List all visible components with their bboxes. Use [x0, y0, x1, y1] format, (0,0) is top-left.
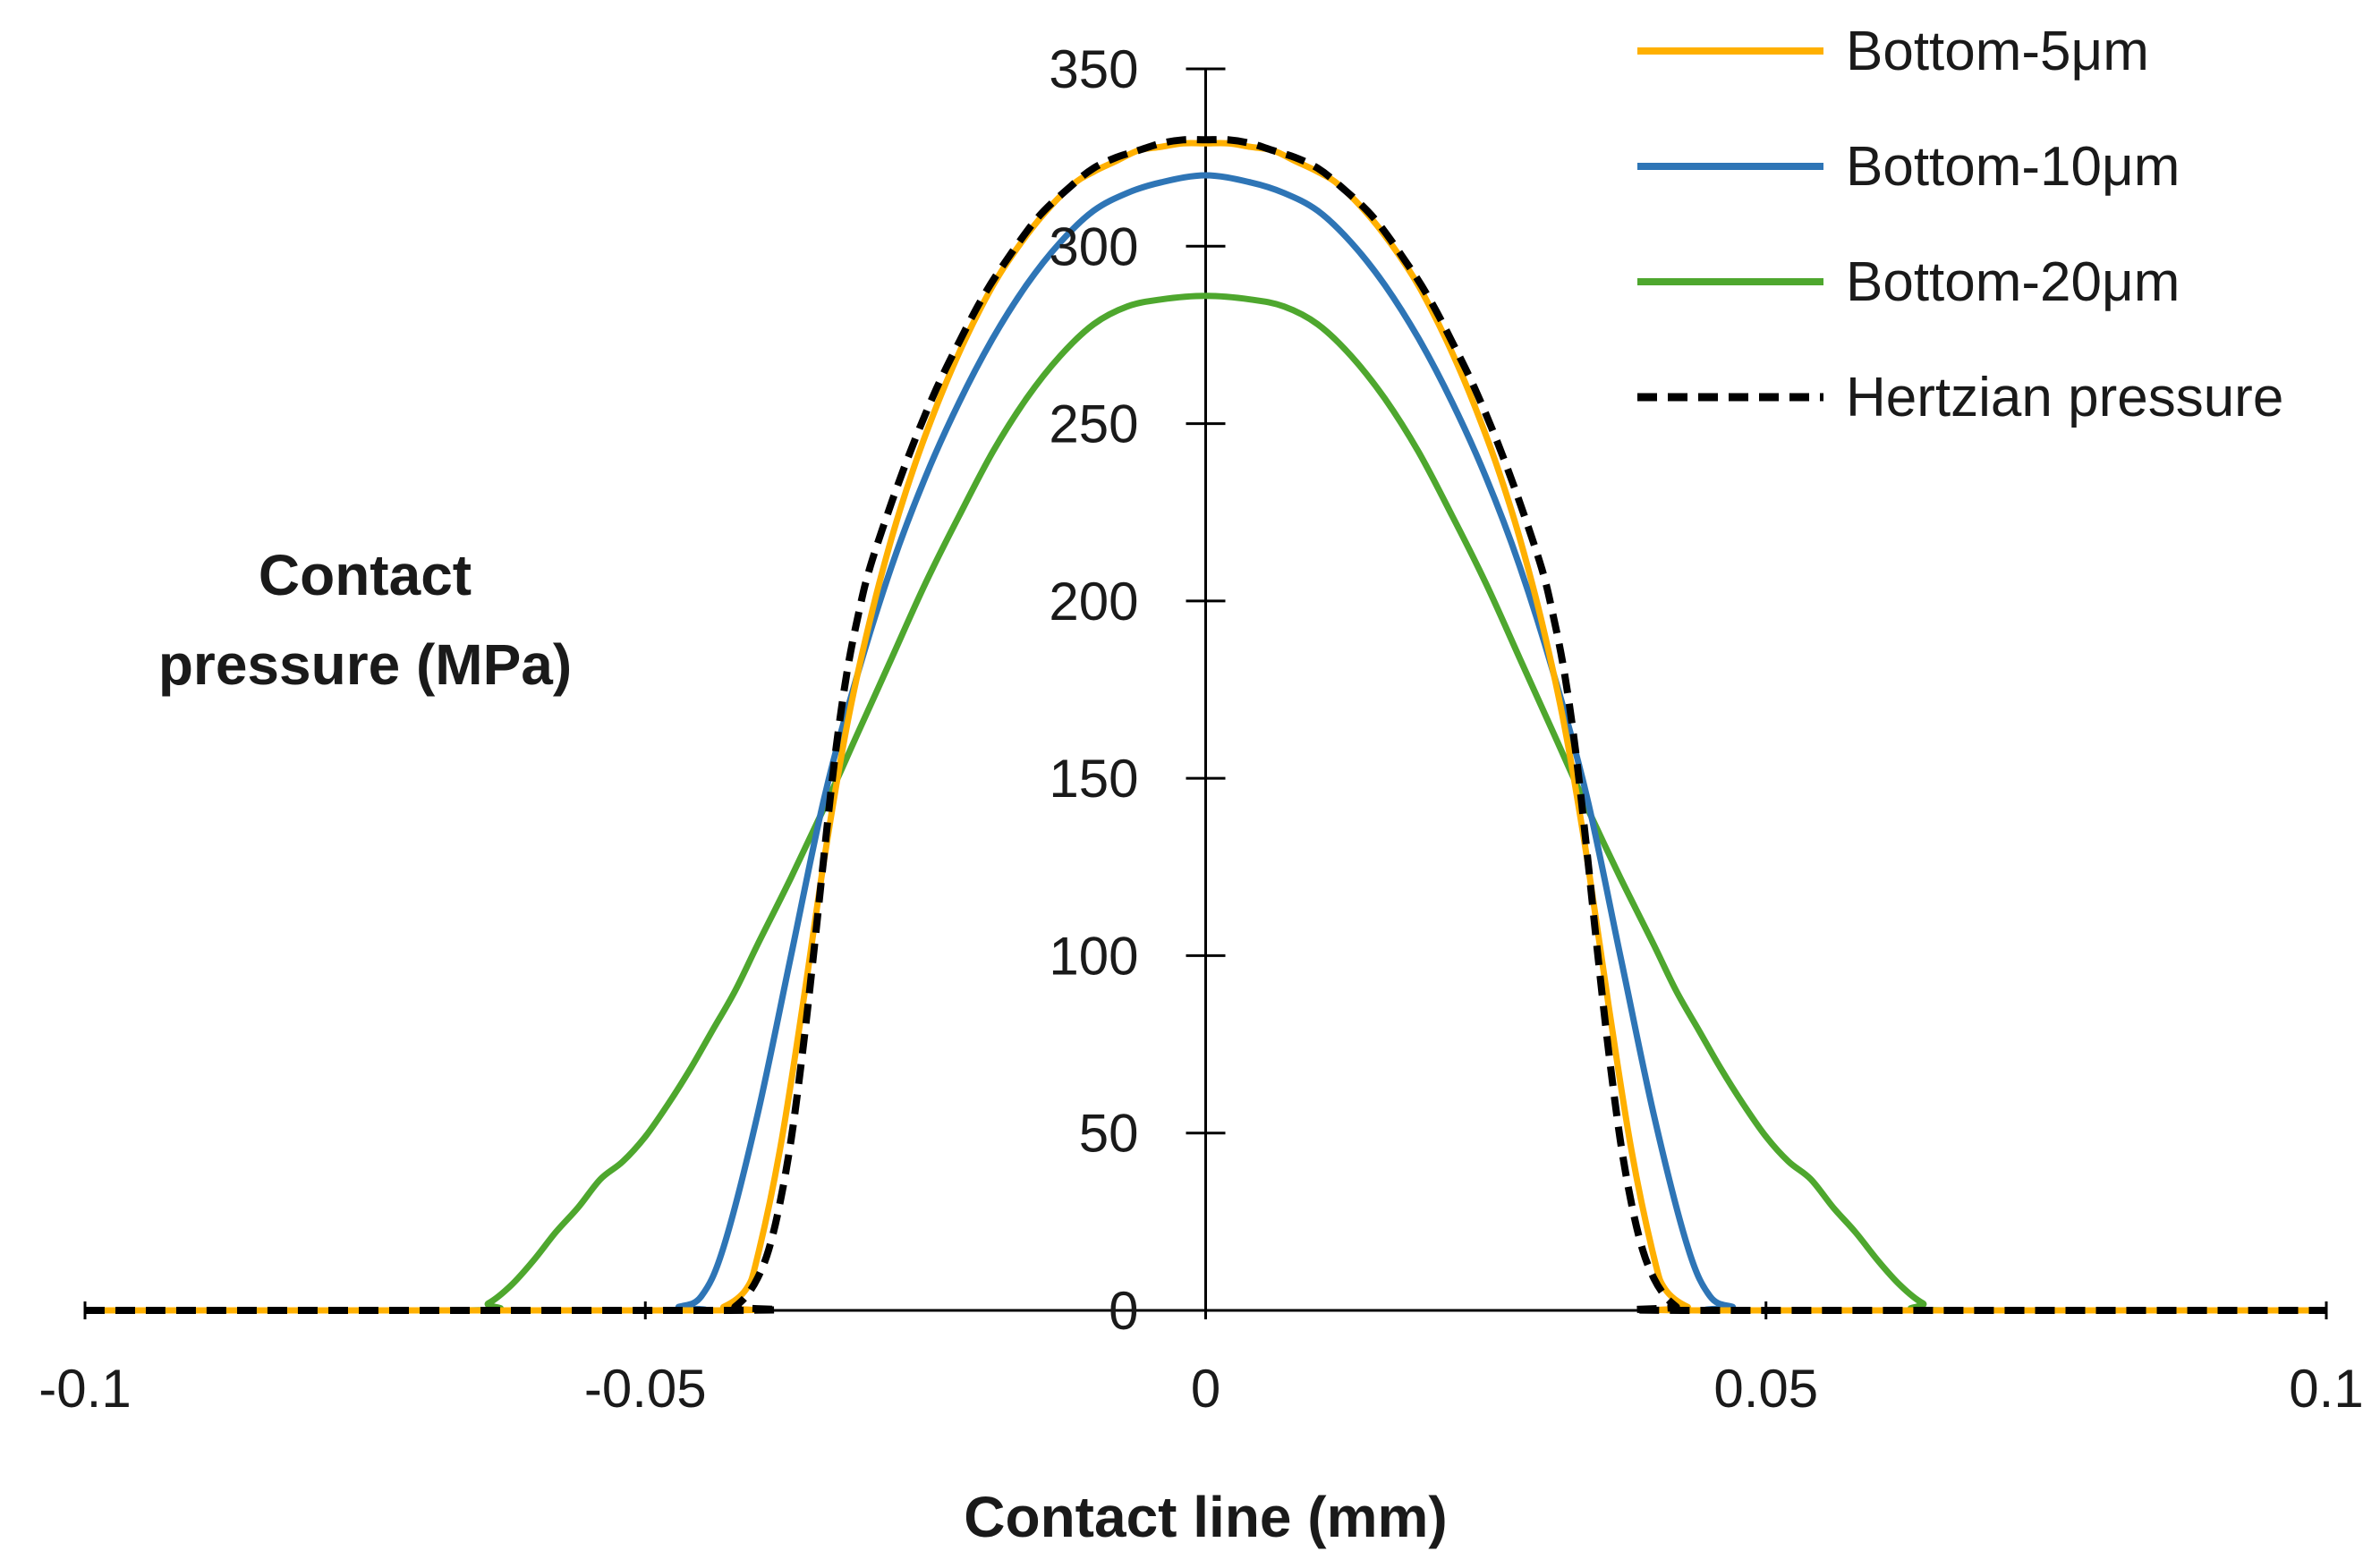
x-tick-label: 0.1 — [2289, 1359, 2363, 1419]
y-tick-label: 100 — [1049, 926, 1138, 986]
y-axis-title: Contact — [259, 543, 472, 607]
x-tick-label: -0.05 — [584, 1359, 707, 1419]
y-tick-label: 0 — [1109, 1281, 1138, 1341]
x-tick-label: -0.1 — [38, 1359, 131, 1419]
series-layer — [85, 136, 2326, 1315]
legend-label-bottom-20-m: Bottom-20μm — [1846, 251, 2180, 313]
y-tick-label: 150 — [1049, 749, 1138, 809]
y-tick-label: 200 — [1049, 572, 1138, 631]
x-tick-label: 0.05 — [1713, 1359, 1818, 1419]
x-axis-title: Contact line (mm) — [964, 1485, 1447, 1549]
legend: Bottom-5μm Bottom-10μm Bottom-20μm Hertzian… — [1637, 21, 2283, 428]
series-line-bottom-20-m — [85, 292, 2326, 1314]
y-tick-label: 50 — [1079, 1104, 1139, 1164]
y-axis-title: pressure (MPa) — [158, 632, 572, 697]
legend-label-bottom-10-m: Bottom-10μm — [1846, 136, 2180, 198]
tick-labels: -0.1 -0.05 0 0.05 0.1 0 50 100 150 200 250 300 350 — [38, 39, 2363, 1419]
y-tick-label: 350 — [1049, 39, 1138, 99]
y-tick-label: 300 — [1049, 216, 1138, 276]
x-tick-label: 0 — [1191, 1359, 1220, 1419]
series-line-hertzian-pressure — [85, 136, 2326, 1315]
axis-titles: Contact line (mm) Contact pressure (MPa) — [158, 543, 1448, 1549]
legend-label-bottom-5-m: Bottom-5μm — [1846, 21, 2149, 82]
legend-label-hertzian-pressure: Hertzian pressure — [1846, 367, 2283, 428]
series-line-bottom-10-m — [85, 172, 2326, 1314]
y-tick-label: 250 — [1049, 394, 1138, 454]
